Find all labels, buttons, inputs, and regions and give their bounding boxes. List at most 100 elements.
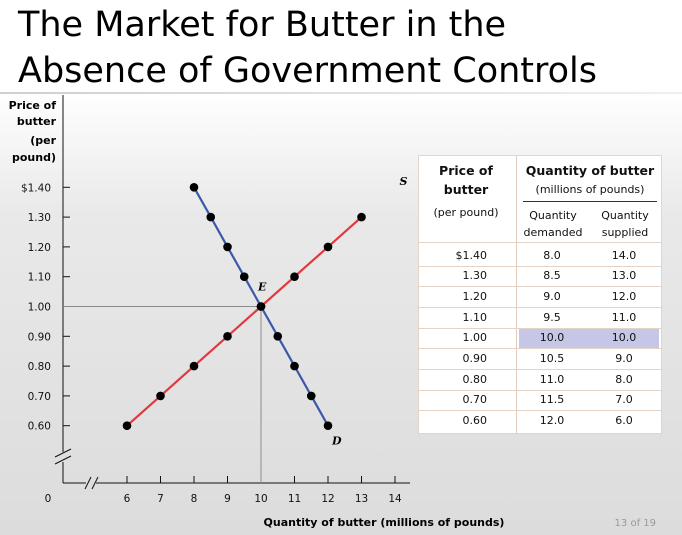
quantity-supplied-cell: 11.0 xyxy=(611,311,637,324)
supply-point xyxy=(357,212,366,222)
quantity-supplied-cell: 7.0 xyxy=(615,393,633,406)
x-tick-label: 7 xyxy=(157,493,164,505)
title-divider xyxy=(0,92,682,94)
demand-point xyxy=(239,272,249,282)
x-tick-label: 10 xyxy=(254,493,267,505)
row-separator xyxy=(419,266,661,267)
page-number: 13 of 19 xyxy=(614,518,656,529)
row-separator xyxy=(419,369,661,370)
y-tick-label: 0.60 xyxy=(28,421,51,433)
quantity-supplied-cell: 6.0 xyxy=(615,414,633,427)
col-supplied-header: Quantity supplied xyxy=(591,207,659,241)
x-tick-label: 6 xyxy=(124,493,131,505)
demand-point xyxy=(323,421,333,431)
chart-labels: D S E xyxy=(257,175,408,448)
demand-point xyxy=(223,242,232,252)
quantity-supplied-cell: 8.0 xyxy=(615,373,633,386)
price-header-line-2: butter xyxy=(443,182,489,197)
supply-point xyxy=(256,302,266,311)
x-tick-label: 14 xyxy=(388,493,402,505)
quantity-demanded-cell: 11.5 xyxy=(539,393,565,406)
row-separator xyxy=(419,328,661,329)
row-separator xyxy=(419,348,661,349)
curve-points xyxy=(122,183,366,431)
x-axis-label: Quantity of butter (millions of pounds) xyxy=(264,516,505,529)
y-axis-label: Price of butter (per pound) xyxy=(9,99,57,164)
x-tick-label: 13 xyxy=(355,493,368,505)
supply-point xyxy=(223,332,232,341)
quantity-header-rule xyxy=(523,201,657,202)
col-demanded-header-line-2: demanded xyxy=(523,226,583,239)
y-tick-label: 0.80 xyxy=(28,361,51,373)
price-cell: 0.70 xyxy=(462,393,488,406)
header-separator xyxy=(419,242,661,243)
price-cell: 1.30 xyxy=(462,269,488,282)
y-tick-label: 0.70 xyxy=(28,391,51,403)
quantity-subheader: (millions of pounds) xyxy=(535,183,645,196)
demand-point xyxy=(273,332,283,341)
quantity-demanded-cell: 11.0 xyxy=(539,373,565,386)
row-separator xyxy=(419,390,661,391)
row-separator xyxy=(419,410,661,411)
supply-point xyxy=(189,361,199,371)
x-tick-label: 9 xyxy=(224,493,231,505)
demand-point xyxy=(206,212,216,222)
quantity-demanded-cell: 12.0 xyxy=(539,414,565,427)
supply-demand-table: Price of butter (per pound) Quantity of … xyxy=(418,155,662,434)
price-cell: 1.10 xyxy=(462,311,488,324)
supply-curve xyxy=(126,216,363,427)
demand-point xyxy=(189,183,199,192)
quantity-supplied-cell: 10.0 xyxy=(611,331,637,344)
price-header-line-1: Price of xyxy=(439,163,493,178)
demand-point xyxy=(290,361,299,371)
demand-curve-label: D xyxy=(331,435,342,448)
quantity-demanded-cell: 8.5 xyxy=(543,269,561,282)
quantity-supplied-cell: 9.0 xyxy=(615,352,633,365)
y-tick-label: 0.90 xyxy=(28,331,51,343)
slide-title-line-2: Absence of Government Controls xyxy=(18,51,598,91)
quantity-header: Quantity of butter xyxy=(525,163,655,178)
price-header-line-3: (per pound) xyxy=(433,206,499,219)
slide-title-line-1: The Market for Butter in the xyxy=(18,5,507,45)
y-axis-label-line-4: pound) xyxy=(12,151,56,164)
y-tick-label: $1.40 xyxy=(21,182,51,194)
x-tick-label: 12 xyxy=(321,493,334,505)
y-tick-label: 1.10 xyxy=(28,272,51,284)
quantity-demanded-cell: 10.0 xyxy=(539,331,565,344)
quantity-demanded-cell: 9.0 xyxy=(543,290,561,303)
col-demanded-header-line-1: Quantity xyxy=(529,209,577,222)
equilibrium-label: E xyxy=(257,281,267,294)
price-cell: 0.60 xyxy=(462,414,488,427)
quantity-demanded-cell: 10.5 xyxy=(539,352,565,365)
quantity-supplied-cell: 12.0 xyxy=(611,290,637,303)
y-axis-label-line-2: butter xyxy=(17,115,57,128)
col-demanded-header: Quantity demanded xyxy=(519,207,587,241)
supply-point xyxy=(122,421,132,431)
quantity-supplied-cell: 13.0 xyxy=(611,269,637,282)
demand-point xyxy=(306,391,316,401)
y-tick-label: 1.00 xyxy=(28,302,51,314)
quantity-demanded-cell: 9.5 xyxy=(543,311,561,324)
supply-point xyxy=(156,391,165,401)
x-tick-label: 8 xyxy=(191,493,198,505)
equilibrium-row-highlight xyxy=(519,328,659,348)
row-separator xyxy=(419,307,661,308)
slide-title: The Market for Butter in the Absence of … xyxy=(18,2,668,94)
quantity-supplied-cell: 14.0 xyxy=(611,249,637,262)
price-cell: $1.40 xyxy=(455,249,488,262)
x-tick-label: 11 xyxy=(288,493,301,505)
row-separator xyxy=(419,286,661,287)
supply-curve-label: S xyxy=(400,175,408,188)
price-cell: 1.20 xyxy=(462,290,488,303)
price-cell: 1.00 xyxy=(462,331,488,344)
supply-point xyxy=(290,272,299,282)
col-supplied-header-line-2: supplied xyxy=(601,226,649,239)
col-supplied-header-line-1: Quantity xyxy=(601,209,649,222)
y-axis-label-line-3: (per xyxy=(30,134,56,147)
column-divider xyxy=(516,156,517,433)
quantity-demanded-cell: 8.0 xyxy=(543,249,561,262)
y-axis-label-line-1: Price of xyxy=(9,99,57,112)
x-axis-break-icon xyxy=(84,476,99,490)
x-origin-label: 0 xyxy=(45,493,52,505)
